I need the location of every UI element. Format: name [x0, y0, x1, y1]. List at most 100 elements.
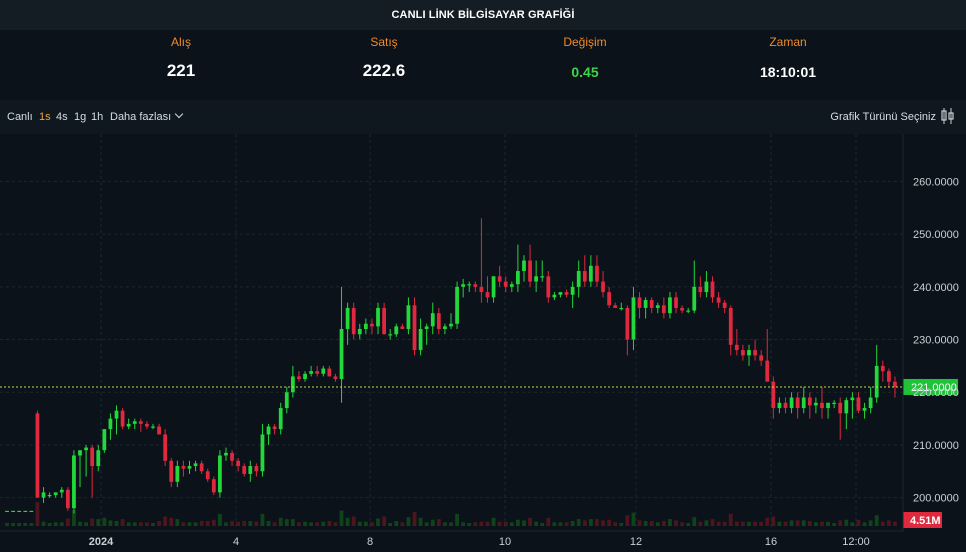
- chart-type-selector[interactable]: Grafik Türünü Seçiniz: [830, 111, 936, 123]
- range-1s[interactable]: 1s: [39, 111, 51, 123]
- time-axis: 2024 4 8 10 12 16 12:00: [89, 536, 870, 548]
- candle-body: [41, 492, 46, 498]
- volume-bar: [315, 522, 320, 526]
- candle-body: [789, 397, 794, 409]
- candle-body: [832, 402, 837, 404]
- volume-bar: [290, 519, 295, 526]
- current-price-badge: [903, 378, 958, 395]
- candle-body: [722, 302, 727, 308]
- volume-bar: [102, 517, 107, 526]
- candle-body: [315, 371, 320, 374]
- volume-bar: [394, 521, 399, 526]
- volume-bar: [516, 519, 520, 526]
- candle-body: [163, 434, 168, 461]
- candle-body: [753, 350, 757, 356]
- price-tick-label: 260.0000: [913, 176, 959, 188]
- candle-body: [345, 307, 350, 329]
- volume-bar: [491, 517, 496, 526]
- candle-body: [649, 300, 654, 308]
- volume-bar: [637, 520, 642, 526]
- candle-body: [509, 284, 514, 287]
- range-live[interactable]: Canlı: [7, 111, 33, 123]
- candle-body: [290, 376, 295, 393]
- candle-body: [698, 286, 703, 293]
- candle-body: [218, 455, 222, 493]
- volume-bar: [880, 521, 885, 526]
- range-1g[interactable]: 1g: [74, 111, 87, 123]
- candle-body: [661, 305, 666, 314]
- candle-body: [540, 276, 545, 278]
- volume-bar: [72, 510, 76, 526]
- candle-body: [157, 426, 161, 435]
- price-tick-label: 230.0000: [913, 335, 959, 347]
- candle-body: [278, 408, 283, 430]
- volume-bar: [485, 521, 490, 526]
- candle-body: [674, 297, 678, 308]
- volume-bar: [242, 521, 247, 526]
- change-value: 0.45: [571, 64, 599, 80]
- candle-body: [169, 460, 174, 482]
- candle-body: [53, 492, 58, 496]
- candle-body: [455, 286, 459, 324]
- candle-body: [759, 355, 764, 361]
- volume-bar: [473, 522, 478, 526]
- candle-body: [467, 284, 472, 286]
- volume-bar: [126, 522, 131, 526]
- candle-body: [382, 307, 386, 335]
- candle-body: [84, 447, 88, 451]
- candle-body: [491, 276, 496, 298]
- title-bar: CANLI LİNK BİLGİSAYAR GRAFİĞİ: [0, 0, 966, 31]
- volume-bar: [534, 521, 539, 526]
- candle-body: [29, 510, 34, 513]
- candle-body: [625, 307, 630, 340]
- time-tick-label: 16: [765, 536, 777, 548]
- candle-body: [552, 294, 557, 298]
- candle-body: [242, 466, 247, 474]
- candlestick-type-icon[interactable]: [941, 107, 955, 125]
- chevron-down-icon: [174, 109, 184, 119]
- volume-bar: [874, 515, 879, 526]
- candle-body: [248, 466, 253, 474]
- price-tick-label: 210.0000: [913, 440, 959, 452]
- ask-label: Satış: [370, 35, 398, 49]
- candle-body: [187, 466, 192, 469]
- volume-bar: [376, 518, 380, 526]
- candle-body: [461, 284, 466, 287]
- candle-body: [309, 371, 314, 374]
- more-ranges-label: Daha fazlası: [110, 111, 172, 123]
- candle-body: [619, 307, 624, 310]
- volume-bar: [297, 522, 301, 526]
- bid-label: Alış: [170, 35, 191, 49]
- candle-body: [145, 423, 149, 427]
- candle-body: [534, 276, 539, 282]
- candle-body: [564, 292, 569, 295]
- candle-body: [406, 305, 411, 329]
- volume-bar: [78, 521, 82, 526]
- volume-bar: [382, 516, 386, 526]
- candle-body: [613, 305, 618, 308]
- candle-body: [120, 410, 125, 427]
- candle-body: [47, 495, 52, 497]
- time-value: 18:10:01: [759, 64, 817, 80]
- more-ranges-dropdown[interactable]: Daha fazlası: [110, 109, 184, 123]
- candle-body: [199, 463, 204, 472]
- volume-bar: [704, 520, 709, 526]
- volume-bar: [59, 522, 64, 526]
- candle-body: [795, 397, 800, 409]
- range-4s[interactable]: 4s: [56, 111, 68, 123]
- candle-body: [132, 421, 137, 424]
- candle-body: [637, 297, 642, 308]
- volume-bar: [826, 521, 830, 526]
- range-1h[interactable]: 1h: [91, 111, 104, 123]
- volume-bar: [655, 522, 660, 526]
- volume-bar: [832, 523, 837, 526]
- price-chart[interactable]: 221.0000 4.51M 260.0000 250.0000 240.0000 23…: [0, 134, 966, 552]
- candle-body: [17, 510, 22, 513]
- volume-bar: [795, 520, 800, 526]
- candle-body: [303, 373, 307, 380]
- candle-body: [692, 286, 697, 311]
- price-tick-label: 220.0000: [913, 387, 959, 399]
- candle-body: [777, 402, 782, 409]
- candle-body: [734, 344, 739, 351]
- volume-bar: [284, 519, 289, 526]
